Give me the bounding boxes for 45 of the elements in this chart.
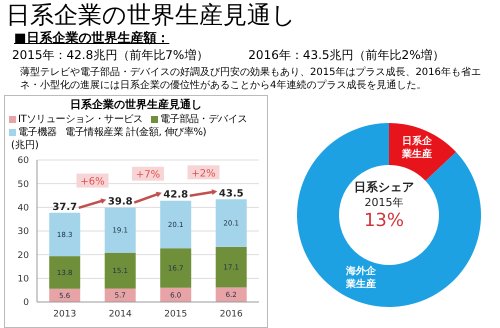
text: 日系シェア <box>353 180 415 195</box>
y-tick-label: 40 <box>18 204 30 214</box>
donut-slice <box>297 123 481 307</box>
bar <box>49 288 80 302</box>
y-tick-label: 0 <box>23 298 30 308</box>
bar <box>104 288 136 302</box>
y-axis-title: (兆円) <box>11 140 40 152</box>
legend-label: 電子機器 <box>17 126 57 139</box>
text: 2015年 <box>364 195 404 210</box>
x-tick-label: 2016 <box>220 309 243 320</box>
text: 日系企業の世界生産見通し <box>6 0 297 30</box>
text: 2015年：42.8兆円（前年比7%増） <box>12 47 208 64</box>
y-tick-label: 20 <box>18 250 30 261</box>
legend-label: 電子部品・デバイス <box>158 113 248 126</box>
slice-label: 海外企業生産 <box>344 265 377 290</box>
x-tick-label: 2014 <box>108 309 132 320</box>
x-tick-label: 2013 <box>53 309 76 320</box>
bar <box>216 246 247 288</box>
bar <box>216 199 247 247</box>
y-tick-label: 30 <box>18 227 30 238</box>
text: 電子情報産業 計(金額, 伸び率%) <box>64 126 206 139</box>
text: ■日系企業の世界生産額： <box>14 30 170 47</box>
bar <box>160 200 192 248</box>
text: 2016年：43.5兆円（前年比2%増） <box>248 47 445 64</box>
bar <box>104 208 136 253</box>
bar <box>104 252 136 289</box>
annotation: +2% <box>191 168 216 180</box>
y-tick-label: 50 <box>18 180 30 190</box>
total-label: 39.8 <box>108 196 133 208</box>
text: 薄型テレビや電子部品・デバイスの好調及び円安の効果もあり、2015年はプラス成長、2016年も省エネ・小型化の進展には日系企業の優位性があることから4年連続のプラス成長を見通した。 <box>20 66 482 92</box>
legend-label: ITソリューション・サービス <box>17 113 143 126</box>
total-label: 42.8 <box>163 190 188 201</box>
y-tick-label: 60 <box>18 156 30 166</box>
slice-label: 日系企業生産 <box>401 134 434 160</box>
annotation: +6% <box>80 176 105 188</box>
annotation: +7% <box>136 170 160 181</box>
bar <box>160 248 192 288</box>
total-label: 43.5 <box>218 188 244 200</box>
bar <box>49 212 80 256</box>
bar <box>49 256 80 289</box>
total-label: 37.7 <box>52 202 78 213</box>
x-tick-label: 2015 <box>164 309 188 320</box>
chart-title: 日系企業の世界生産見通し <box>69 98 203 112</box>
y-tick-label: 10 <box>18 274 30 285</box>
text: 13% <box>362 210 405 232</box>
